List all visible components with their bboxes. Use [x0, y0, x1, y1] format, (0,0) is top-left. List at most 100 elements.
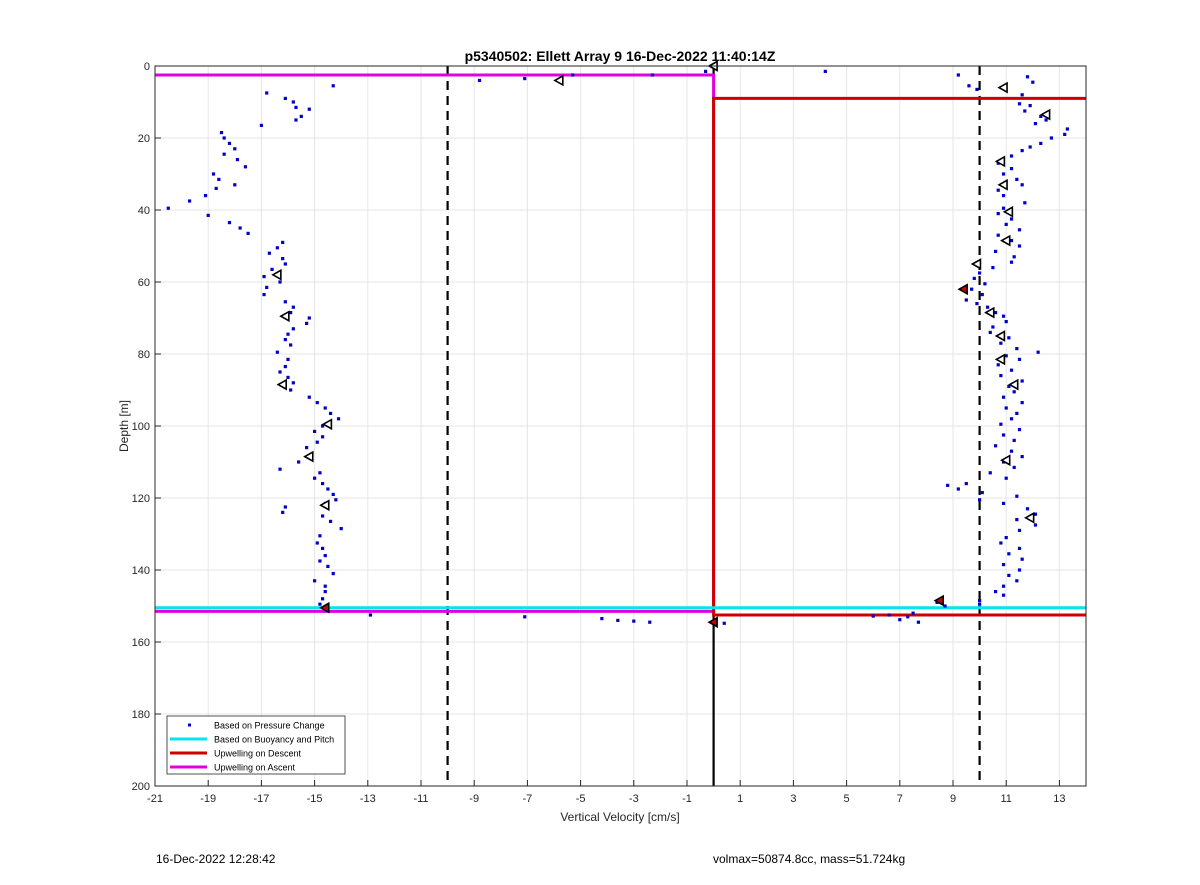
pressure-point [616, 618, 620, 622]
pressure-point [523, 615, 527, 619]
triangle-marker [994, 155, 1006, 168]
pressure-points [166, 69, 1069, 625]
x-tick-label: 11 [1000, 793, 1011, 805]
x-tick-label: -5 [576, 793, 586, 805]
pressure-point [978, 271, 982, 275]
pressure-point [291, 381, 295, 385]
pressure-point [286, 357, 290, 361]
pressure-point [323, 554, 327, 558]
pressure-point [983, 282, 987, 286]
pressure-point [283, 300, 287, 304]
pressure-point [326, 564, 330, 568]
pressure-point [283, 338, 287, 342]
pressure-point [996, 363, 1000, 367]
legend-label-upwelling-on-ascent: Upwelling on Ascent [214, 763, 296, 773]
pressure-point [1025, 507, 1030, 511]
pressure-point [278, 280, 282, 284]
pressure-point [1017, 428, 1022, 432]
triangle-marker [553, 74, 564, 87]
y-tick-label: 200 [132, 781, 150, 793]
pressure-point [1012, 390, 1016, 394]
pressure-point [1001, 314, 1006, 318]
pressure-point [980, 293, 984, 297]
pressure-point [331, 84, 335, 88]
pressure-point [278, 467, 282, 471]
pressure-point [307, 316, 311, 320]
pressure-point [227, 141, 232, 145]
x-tick-label: -9 [469, 793, 479, 805]
pressure-point [1033, 512, 1038, 516]
triangle-marker [271, 268, 282, 281]
pressure-point [1020, 93, 1024, 97]
y-tick-label: 80 [138, 349, 150, 361]
pressure-point [214, 186, 218, 190]
pressure-point [187, 199, 192, 203]
pressure-point [246, 231, 250, 235]
pressure-point [964, 482, 968, 486]
pressure-point [289, 311, 293, 315]
pressure-point [975, 302, 979, 306]
pressure-point [964, 298, 968, 302]
pressure-point [1017, 528, 1022, 532]
pressure-point [281, 257, 285, 261]
pressure-point [1023, 109, 1027, 113]
pressure-point [233, 147, 237, 151]
pressure-point [267, 251, 271, 255]
pressure-point [978, 498, 982, 502]
pressure-point [970, 287, 974, 291]
pressure-point [1009, 368, 1014, 372]
triangle-marker [957, 283, 968, 296]
pressure-point [1017, 357, 1022, 361]
pressure-point [320, 597, 325, 601]
triangle-marker [997, 81, 1008, 94]
pressure-point [299, 114, 303, 118]
upwelling-on-descent-line [712, 96, 1086, 617]
pressure-point [523, 77, 527, 81]
pressure-point [999, 374, 1003, 378]
pressure-point [318, 534, 322, 538]
x-tick-label: -7 [523, 793, 533, 805]
y-tick-label: 180 [132, 709, 150, 721]
pressure-point [648, 620, 652, 624]
pressure-point [956, 73, 960, 77]
pressure-point [1009, 417, 1014, 421]
pressure-point [320, 482, 325, 486]
pressure-point [313, 579, 317, 583]
pressure-point [1004, 354, 1008, 358]
x-tick-label: -11 [413, 793, 428, 805]
pressure-point [291, 305, 295, 309]
triangle-marker [319, 499, 330, 512]
pressure-point [297, 460, 301, 464]
pressure-point [262, 293, 266, 297]
y-tick-label: 60 [138, 277, 150, 289]
pressure-point [1007, 336, 1011, 340]
pressure-point [281, 510, 285, 514]
pressure-point [283, 365, 287, 369]
pressure-point [1028, 104, 1032, 108]
pressure-point [1004, 476, 1008, 480]
pressure-point [1001, 584, 1006, 588]
pressure-point [328, 519, 333, 523]
pressure-point [1031, 80, 1035, 84]
pressure-point [291, 327, 295, 331]
pressure-point [294, 105, 298, 109]
legend-swatch-based-on-pressure-change [188, 723, 191, 727]
pressure-point [283, 505, 287, 509]
y-axis-label: Depth [m] [117, 400, 131, 452]
footer-timestamp: 16-Dec-2022 12:28:42 [156, 852, 276, 866]
x-tick-label: -3 [629, 793, 639, 805]
pressure-point [275, 350, 279, 354]
grid-lines [155, 66, 1086, 786]
pressure-point [1020, 401, 1024, 405]
pressure-point [291, 100, 295, 104]
pressure-point [315, 440, 319, 444]
pressure-point [166, 206, 170, 210]
legend-label-based-on-buoyancy-and-pitch: Based on Buoyancy and Pitch [214, 735, 334, 745]
pressure-point [1020, 379, 1024, 383]
pressure-point [331, 492, 335, 496]
pressure-point [289, 343, 293, 347]
pressure-point [898, 618, 902, 622]
pressure-point [1004, 320, 1008, 324]
pressure-point [286, 332, 290, 336]
pressure-point [315, 401, 319, 405]
